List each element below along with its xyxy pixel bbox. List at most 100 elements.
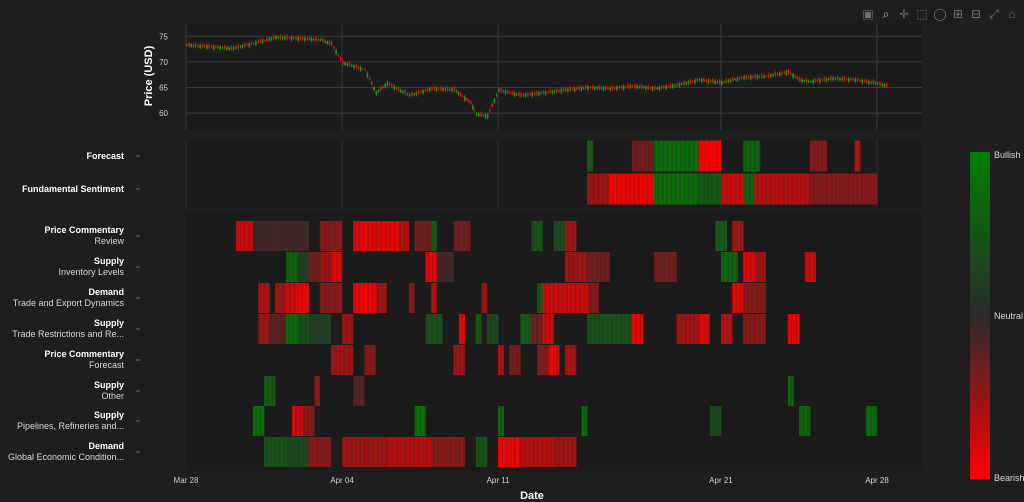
zoom-in-icon[interactable]: ⊞ bbox=[952, 7, 964, 21]
top-cell bbox=[861, 173, 863, 205]
topic-cell bbox=[378, 221, 381, 251]
topic-cell bbox=[267, 376, 270, 406]
price-candle bbox=[850, 78, 852, 81]
price-candle bbox=[752, 75, 754, 78]
topic-cell bbox=[440, 314, 443, 344]
camera-icon[interactable]: ▣ bbox=[862, 7, 874, 21]
autoscale-icon[interactable]: ⤢ bbox=[989, 7, 999, 21]
top-cell bbox=[779, 173, 782, 205]
topic-cell bbox=[518, 345, 521, 375]
topic-cell bbox=[259, 406, 262, 436]
price-candle bbox=[346, 63, 349, 66]
topic-cell bbox=[566, 283, 569, 313]
topic-cell bbox=[453, 437, 456, 467]
top-cell bbox=[719, 173, 722, 205]
topic-cell bbox=[272, 314, 275, 344]
top-cell bbox=[753, 140, 756, 172]
topic-cell bbox=[697, 314, 699, 344]
price-candle bbox=[698, 79, 701, 81]
topic-cell bbox=[282, 314, 285, 344]
top-cell bbox=[666, 173, 669, 205]
top-cell bbox=[830, 173, 833, 205]
price-candle bbox=[810, 81, 812, 83]
topic-cell bbox=[515, 345, 518, 375]
top-cell bbox=[727, 173, 730, 205]
topic-cell bbox=[375, 283, 378, 313]
price-candle bbox=[493, 99, 496, 103]
topic-cell bbox=[294, 283, 297, 313]
topic-cell bbox=[380, 283, 383, 313]
topic-cell bbox=[365, 437, 368, 467]
topic-cell bbox=[308, 314, 311, 344]
zoom-out-icon[interactable]: ⊟ bbox=[970, 7, 982, 21]
topic-cell bbox=[724, 221, 727, 251]
topic-cell bbox=[319, 437, 322, 467]
topic-cell bbox=[623, 314, 626, 344]
price-candle bbox=[482, 115, 485, 117]
price-candle bbox=[622, 85, 625, 90]
price-candle bbox=[669, 84, 672, 88]
topic-cell bbox=[421, 437, 424, 467]
price-candle bbox=[658, 86, 661, 90]
topic-cell bbox=[291, 406, 294, 436]
top-cell bbox=[684, 173, 687, 205]
box-select-icon[interactable]: ⬚ bbox=[916, 7, 928, 21]
topic-cell bbox=[271, 221, 274, 251]
price-candle bbox=[685, 82, 687, 85]
topic-cell bbox=[362, 376, 365, 406]
top-cell bbox=[646, 140, 649, 172]
zoom-icon[interactable]: ⌕ bbox=[882, 7, 890, 21]
price-candle bbox=[277, 36, 279, 39]
topic-cell bbox=[537, 283, 540, 313]
topic-cell bbox=[555, 283, 558, 313]
modebar: ▣ ⌕ ✛ ⬚ ◯ ⊞ ⊟ ⤢ ⌂ bbox=[860, 6, 1020, 22]
topic-cell bbox=[723, 221, 726, 251]
topic-cell bbox=[552, 314, 555, 344]
topic-cell bbox=[308, 252, 311, 282]
top-cell bbox=[628, 173, 631, 205]
topic-cell bbox=[502, 437, 505, 467]
topic-cell bbox=[625, 314, 628, 344]
topic-cell bbox=[479, 314, 482, 344]
price-candle bbox=[250, 43, 253, 45]
topic-cell bbox=[809, 252, 812, 282]
topic-cell bbox=[440, 437, 443, 467]
price-candle bbox=[783, 72, 785, 74]
topic-cell bbox=[359, 437, 362, 467]
topic-cell bbox=[491, 314, 494, 344]
lasso-icon[interactable]: ◯ bbox=[933, 7, 947, 21]
topic-row-title: Supply bbox=[93, 256, 124, 266]
topic-cell bbox=[337, 252, 340, 282]
topic-cell bbox=[372, 345, 375, 375]
top-cell bbox=[773, 173, 776, 205]
top-cell bbox=[714, 140, 717, 172]
topic-cell bbox=[571, 437, 574, 467]
topic-cell bbox=[404, 437, 407, 467]
top-cell bbox=[692, 173, 695, 205]
price-candle bbox=[408, 94, 411, 97]
topic-cell bbox=[370, 437, 373, 467]
price-candle bbox=[649, 87, 652, 89]
top-cell bbox=[767, 173, 770, 205]
topic-cell bbox=[334, 283, 336, 313]
reset-axes-icon[interactable]: ⌂ bbox=[1008, 7, 1016, 21]
topic-cell bbox=[251, 221, 254, 251]
top-cell bbox=[713, 140, 715, 172]
price-candle bbox=[776, 73, 779, 75]
topic-cell bbox=[631, 314, 634, 344]
topic-cell bbox=[269, 314, 272, 344]
price-candle bbox=[805, 78, 808, 83]
topic-cell bbox=[561, 437, 564, 467]
topic-cell bbox=[262, 221, 265, 251]
topic-cell bbox=[735, 221, 738, 251]
pan-icon[interactable]: ✛ bbox=[898, 7, 910, 21]
topic-cell bbox=[345, 437, 348, 467]
x-tick-label: Apr 21 bbox=[709, 476, 733, 485]
top-cell bbox=[638, 140, 641, 172]
top-cell bbox=[826, 173, 828, 205]
top-cell bbox=[846, 173, 849, 205]
price-candle bbox=[676, 83, 678, 86]
topic-cell bbox=[326, 283, 329, 313]
topic-cell bbox=[463, 221, 466, 251]
price-candle bbox=[364, 68, 366, 70]
